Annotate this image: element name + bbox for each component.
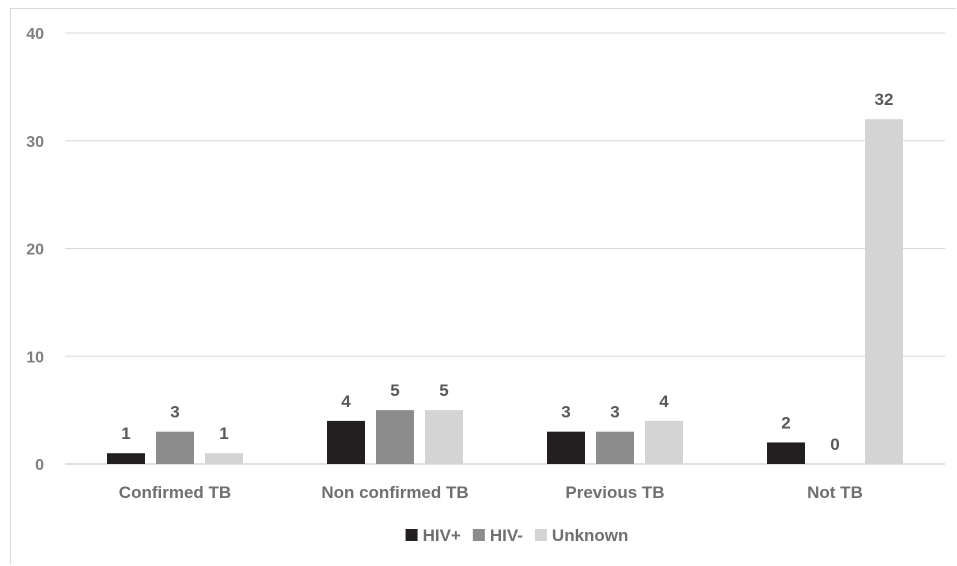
bar-unknown-not-tb bbox=[865, 119, 903, 464]
y-tick-label: 30 bbox=[26, 134, 44, 151]
y-tick-label: 40 bbox=[26, 26, 44, 43]
data-label: 4 bbox=[341, 392, 351, 411]
y-tick-label: 0 bbox=[35, 457, 44, 474]
bar-unknown-confirmed-tb bbox=[205, 453, 243, 464]
y-axis: 0 10 20 30 40 bbox=[26, 26, 44, 474]
data-label: 3 bbox=[170, 403, 179, 422]
data-label: 3 bbox=[561, 403, 570, 422]
legend: HIV+ HIV- Unknown bbox=[405, 526, 629, 545]
data-label: 0 bbox=[830, 435, 839, 454]
y-tick-label: 10 bbox=[26, 349, 44, 366]
bars bbox=[107, 119, 903, 464]
legend-label-hiv-: HIV- bbox=[490, 526, 523, 545]
bar-unknown-non-confirmed-tb bbox=[425, 410, 463, 464]
legend-swatch-hiv- bbox=[472, 529, 485, 541]
y-tick-label: 20 bbox=[26, 242, 44, 259]
bar-hiv--non-confirmed-tb bbox=[327, 420, 365, 464]
data-label: 1 bbox=[121, 424, 130, 443]
legend-swatch-hiv- bbox=[405, 529, 418, 541]
bar-hiv--confirmed-tb bbox=[107, 453, 145, 464]
x-category-label: Non confirmed TB bbox=[321, 483, 468, 502]
data-label: 32 bbox=[875, 90, 894, 109]
x-category-label: Confirmed TB bbox=[119, 483, 231, 502]
gridlines bbox=[65, 32, 945, 465]
data-label: 3 bbox=[610, 403, 619, 422]
data-label: 4 bbox=[659, 392, 669, 411]
bar-hiv--previous-tb bbox=[596, 431, 634, 464]
data-label: 2 bbox=[781, 413, 790, 432]
bar-hiv--not-tb bbox=[767, 442, 805, 464]
legend-swatch-unknown bbox=[534, 529, 547, 541]
legend-label-unknown: Unknown bbox=[552, 526, 629, 545]
data-label: 5 bbox=[439, 381, 448, 400]
x-category-label: Not TB bbox=[807, 483, 863, 502]
bar-hiv--previous-tb bbox=[547, 431, 585, 464]
x-category-label: Previous TB bbox=[565, 483, 664, 502]
data-labels: 1 3 1 4 5 5 3 3 4 2 0 32 bbox=[121, 90, 893, 454]
data-label: 1 bbox=[219, 424, 228, 443]
chart-frame bbox=[10, 8, 956, 564]
data-label: 5 bbox=[390, 381, 399, 400]
bar-hiv--non-confirmed-tb bbox=[376, 410, 414, 464]
bar-unknown-previous-tb bbox=[645, 420, 683, 464]
legend-label-hiv-: HIV+ bbox=[423, 526, 461, 545]
x-axis: Confirmed TB Non confirmed TB Previous TB N… bbox=[119, 483, 863, 502]
bar-hiv--confirmed-tb bbox=[156, 431, 194, 464]
